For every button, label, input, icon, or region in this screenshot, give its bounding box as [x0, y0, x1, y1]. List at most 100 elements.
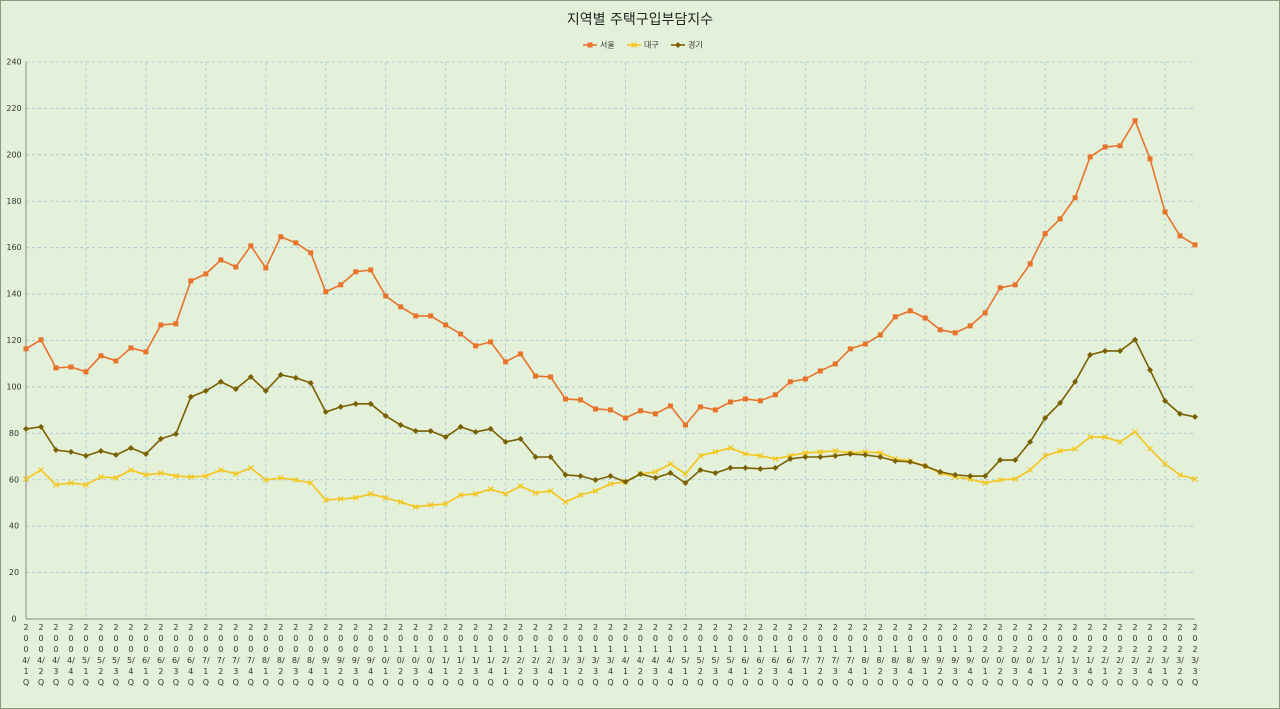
y-tick-label: 240 — [6, 58, 21, 67]
marker — [172, 473, 179, 479]
marker — [247, 373, 254, 380]
x-tick-label: 2013/4Q — [606, 623, 615, 687]
marker — [533, 373, 539, 379]
x-tick-label: 2008/2Q — [276, 623, 285, 687]
marker — [23, 476, 29, 482]
x-tick-label: 2010/4Q — [426, 623, 435, 687]
x-tick-label: 2014/1Q — [621, 623, 630, 687]
marker — [1132, 336, 1139, 343]
marker — [652, 411, 658, 417]
marker — [188, 278, 194, 284]
marker — [607, 481, 614, 487]
marker — [577, 492, 584, 498]
marker — [1162, 397, 1169, 404]
marker — [1057, 399, 1064, 406]
marker — [202, 473, 209, 479]
x-tick-label: 2023/3Q — [1191, 623, 1199, 687]
marker — [952, 330, 958, 336]
marker — [667, 461, 674, 467]
marker — [712, 448, 719, 455]
y-tick-label: 20 — [9, 568, 19, 577]
marker — [1117, 143, 1123, 149]
marker — [578, 397, 584, 403]
marker — [1177, 471, 1183, 478]
marker — [562, 471, 569, 478]
marker — [1087, 434, 1094, 440]
marker — [1072, 445, 1079, 452]
x-tick-label: 2009/2Q — [336, 623, 345, 687]
marker — [982, 480, 989, 486]
legend-label: 대구 — [644, 41, 659, 50]
x-tick-label: 2018/4Q — [906, 623, 915, 687]
marker — [742, 464, 749, 471]
y-tick-label: 40 — [9, 522, 19, 531]
marker — [652, 468, 659, 475]
marker — [38, 337, 44, 343]
marker — [397, 499, 404, 505]
marker — [847, 346, 853, 352]
marker — [322, 408, 329, 415]
marker — [517, 435, 524, 442]
marker — [263, 265, 269, 271]
y-tick-label: 100 — [6, 382, 21, 391]
marker — [143, 349, 149, 355]
marker — [412, 428, 419, 435]
x-tick-label: 2023/1Q — [1161, 623, 1169, 687]
marker — [68, 480, 74, 486]
marker — [457, 492, 464, 498]
marker — [338, 282, 344, 288]
marker — [757, 452, 764, 459]
marker — [23, 346, 29, 352]
marker — [232, 471, 239, 477]
marker — [232, 386, 239, 393]
x-tick-label: 2017/2Q — [816, 623, 825, 687]
marker — [98, 474, 104, 480]
marker — [412, 503, 419, 510]
marker — [548, 374, 554, 380]
legend-label: 서울 — [600, 41, 615, 50]
marker — [802, 449, 809, 456]
x-tick-label: 2015/4Q — [726, 623, 735, 687]
y-tick-label: 160 — [6, 243, 21, 252]
marker — [877, 454, 884, 461]
x-tick-label: 2022/1Q — [1101, 623, 1109, 687]
marker — [487, 486, 494, 492]
marker — [112, 474, 119, 481]
marker — [37, 423, 44, 430]
marker — [1057, 448, 1064, 454]
marker — [292, 477, 299, 483]
marker — [142, 450, 149, 457]
series-line — [25, 118, 1196, 427]
x-tick-label: 2013/1Q — [561, 623, 570, 687]
marker — [1117, 438, 1123, 445]
x-tick-label: 2008/4Q — [306, 623, 315, 687]
marker — [892, 314, 898, 320]
marker — [922, 315, 928, 321]
marker — [547, 454, 554, 461]
marker — [337, 403, 344, 410]
x-tick-label: 2009/3Q — [351, 623, 360, 687]
marker — [517, 483, 524, 489]
marker — [652, 474, 659, 481]
marker — [278, 234, 284, 240]
x-tick-label: 2005/1Q — [82, 623, 90, 687]
x-tick-label: 2008/3Q — [291, 623, 300, 687]
marker — [218, 257, 224, 263]
x-tick-label: 2004/4Q — [67, 623, 75, 687]
marker — [1102, 347, 1109, 354]
x-tick-label: 2010/1Q — [381, 623, 390, 687]
marker — [217, 378, 224, 385]
x-tick-label: 2007/1Q — [201, 623, 210, 687]
x-tick-label: 2014/3Q — [651, 623, 660, 687]
marker — [442, 434, 449, 441]
marker — [587, 42, 593, 48]
marker — [277, 474, 284, 481]
x-tick-label: 2005/2Q — [97, 623, 105, 687]
marker — [187, 393, 194, 400]
marker — [772, 455, 779, 462]
marker — [937, 327, 943, 333]
x-tick-label: 2021/4Q — [1086, 623, 1094, 687]
marker — [637, 470, 644, 477]
x-tick-label: 2022/2Q — [1116, 623, 1124, 687]
marker — [457, 423, 464, 430]
